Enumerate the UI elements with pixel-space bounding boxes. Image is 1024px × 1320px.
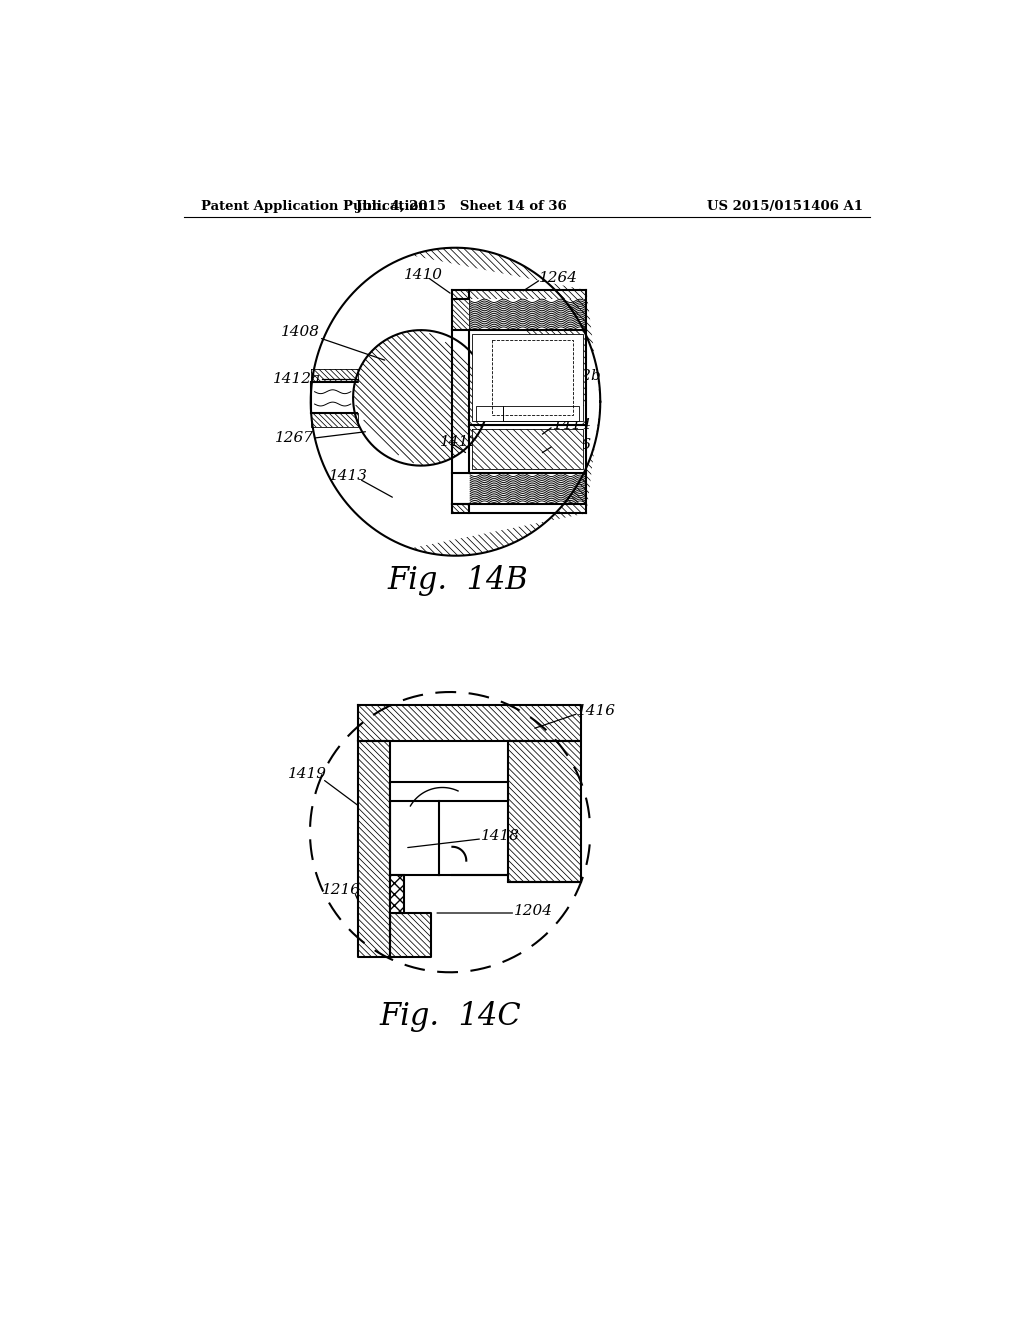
Text: Fig.  14B: Fig. 14B xyxy=(387,565,528,595)
Text: Fig.  14C: Fig. 14C xyxy=(379,1002,521,1032)
Text: Patent Application Publication: Patent Application Publication xyxy=(202,199,428,213)
Text: 1267: 1267 xyxy=(275,430,314,445)
Polygon shape xyxy=(310,368,358,383)
Text: 1412b: 1412b xyxy=(553,368,601,383)
Text: 1216: 1216 xyxy=(322,883,360,896)
Text: 1419: 1419 xyxy=(289,767,328,781)
Text: 1412: 1412 xyxy=(440,434,479,449)
Polygon shape xyxy=(390,913,431,957)
Polygon shape xyxy=(357,742,390,957)
Polygon shape xyxy=(310,413,358,428)
Polygon shape xyxy=(411,401,600,556)
Text: 1410: 1410 xyxy=(403,268,443,282)
Bar xyxy=(472,334,583,421)
Bar xyxy=(492,341,573,414)
Text: 1204: 1204 xyxy=(514,904,553,919)
Polygon shape xyxy=(503,405,579,421)
Polygon shape xyxy=(452,290,469,330)
Polygon shape xyxy=(526,330,587,405)
Text: 1416: 1416 xyxy=(578,705,616,718)
Polygon shape xyxy=(508,742,581,882)
Text: 1413: 1413 xyxy=(330,469,369,483)
Text: 1414: 1414 xyxy=(553,418,592,432)
Polygon shape xyxy=(452,504,469,513)
Ellipse shape xyxy=(310,248,600,556)
Text: 1406: 1406 xyxy=(553,438,592,451)
Text: 1264: 1264 xyxy=(539,271,578,285)
Text: US 2015/0151406 A1: US 2015/0151406 A1 xyxy=(707,199,862,213)
Polygon shape xyxy=(476,405,503,421)
Polygon shape xyxy=(411,248,600,401)
Text: 1418: 1418 xyxy=(481,829,520,843)
Circle shape xyxy=(353,330,488,466)
Polygon shape xyxy=(357,705,581,742)
Polygon shape xyxy=(472,429,583,470)
Text: Jun. 4, 2015   Sheet 14 of 36: Jun. 4, 2015 Sheet 14 of 36 xyxy=(356,199,567,213)
Text: 1408: 1408 xyxy=(281,326,319,339)
Polygon shape xyxy=(452,289,587,300)
Bar xyxy=(390,781,508,801)
Bar xyxy=(390,874,403,913)
Text: 1412a: 1412a xyxy=(273,372,322,385)
